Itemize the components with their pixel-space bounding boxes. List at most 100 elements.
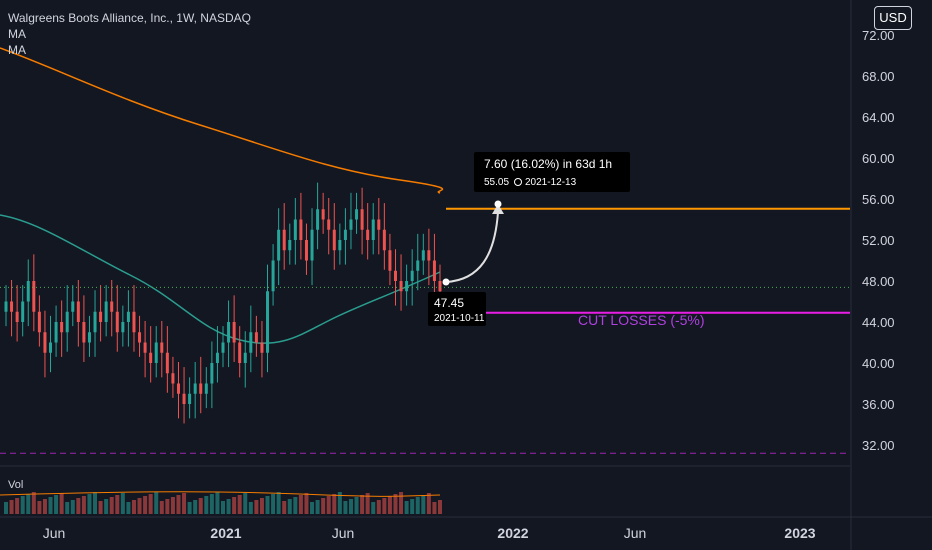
candle-body[interactable] — [338, 240, 342, 251]
candle-body[interactable] — [327, 219, 331, 230]
symbol-title[interactable]: Walgreens Boots Alliance, Inc., 1W, NASD… — [8, 11, 251, 25]
candle-body[interactable] — [87, 332, 91, 343]
volume-bar — [404, 501, 409, 514]
candle-body[interactable] — [4, 301, 8, 312]
candle-body[interactable] — [32, 281, 36, 312]
candle-body[interactable] — [266, 291, 270, 353]
ma-indicator-2[interactable]: MA — [8, 43, 26, 57]
ma-short-line[interactable] — [0, 214, 441, 344]
time-tick-label: Jun — [624, 525, 647, 541]
candle-body[interactable] — [37, 311, 41, 333]
candle-body[interactable] — [254, 332, 258, 343]
candle-body[interactable] — [410, 270, 414, 281]
volume-bar — [276, 492, 281, 514]
candle-body[interactable] — [349, 219, 353, 230]
candle-body[interactable] — [193, 383, 197, 394]
candle-body[interactable] — [82, 322, 86, 343]
candle-body[interactable] — [115, 311, 119, 333]
cut-losses-label[interactable]: CUT LOSSES (-5%) — [578, 312, 705, 328]
candle-body[interactable] — [182, 393, 186, 404]
candle-body[interactable] — [49, 342, 53, 353]
candle-body[interactable] — [188, 393, 192, 404]
candle-body[interactable] — [393, 270, 397, 281]
candle-body[interactable] — [238, 342, 242, 364]
candle-body[interactable] — [288, 240, 292, 251]
candle-body[interactable] — [154, 342, 158, 364]
candle-body[interactable] — [343, 229, 347, 240]
time-tick-label: Jun — [332, 525, 355, 541]
candle-body[interactable] — [416, 260, 420, 271]
candle-body[interactable] — [104, 301, 108, 323]
candle-body[interactable] — [99, 311, 103, 322]
candle-body[interactable] — [110, 301, 114, 312]
candle-body[interactable] — [21, 301, 25, 323]
ma-long-line[interactable] — [0, 47, 444, 194]
price-scale[interactable] — [851, 0, 932, 550]
candle-body[interactable] — [293, 219, 297, 241]
candle-body[interactable] — [360, 209, 364, 230]
candle-body[interactable] — [76, 301, 80, 323]
candle-body[interactable] — [215, 352, 219, 363]
candle-body[interactable] — [54, 322, 58, 343]
candle-body[interactable] — [210, 363, 214, 384]
candle-body[interactable] — [366, 229, 370, 240]
candle-body[interactable] — [221, 342, 225, 353]
candle-body[interactable] — [165, 352, 169, 374]
candle-body[interactable] — [304, 240, 308, 261]
candle-body[interactable] — [299, 219, 303, 241]
candle-body[interactable] — [421, 250, 425, 261]
projection-arrow[interactable] — [445, 211, 499, 283]
candle-body[interactable] — [43, 332, 47, 353]
candle-body[interactable] — [277, 229, 281, 261]
candle-body[interactable] — [171, 373, 175, 384]
volume-bar — [243, 493, 248, 514]
candle-body[interactable] — [132, 311, 136, 333]
candle-body[interactable] — [93, 311, 97, 333]
candle-body[interactable] — [71, 301, 75, 312]
candle-body[interactable] — [60, 322, 64, 333]
currency-button[interactable]: USD — [874, 6, 912, 30]
price-tick-label: 52.00 — [862, 233, 895, 248]
candle-body[interactable] — [316, 209, 320, 230]
candle-body[interactable] — [15, 311, 19, 322]
candle-body[interactable] — [310, 229, 314, 261]
candle-body[interactable] — [138, 332, 142, 343]
candle-body[interactable] — [427, 250, 431, 261]
volume-bar — [204, 496, 209, 514]
candle-body[interactable] — [10, 301, 14, 312]
ma-indicator-1[interactable]: MA — [8, 27, 26, 41]
volume-bar — [109, 497, 114, 514]
candle-body[interactable] — [282, 229, 286, 251]
candle-body[interactable] — [388, 250, 392, 271]
candle-body[interactable] — [271, 260, 275, 292]
candle-body[interactable] — [176, 383, 180, 394]
candle-body[interactable] — [160, 342, 164, 353]
candle-body[interactable] — [371, 219, 375, 241]
candle-body[interactable] — [432, 260, 436, 282]
candle-body[interactable] — [382, 229, 386, 251]
candle-body[interactable] — [204, 383, 208, 394]
candle-body[interactable] — [377, 219, 381, 230]
candle-body[interactable] — [143, 342, 147, 353]
candle-body[interactable] — [121, 322, 125, 333]
candle-body[interactable] — [260, 342, 264, 353]
candle-body[interactable] — [26, 281, 30, 302]
candle-body[interactable] — [243, 352, 247, 363]
volume-bar — [343, 501, 348, 514]
target-point-handle[interactable] — [494, 200, 502, 208]
candle-body[interactable] — [65, 311, 69, 333]
candle-body[interactable] — [126, 311, 130, 322]
candle-body[interactable] — [332, 229, 336, 251]
candle-body[interactable] — [249, 332, 253, 353]
candle-body[interactable] — [399, 281, 403, 292]
candle-body[interactable] — [149, 352, 153, 363]
candle-body[interactable] — [232, 322, 236, 343]
candle-body[interactable] — [227, 322, 231, 343]
candle-body[interactable] — [405, 281, 409, 292]
candle-body[interactable] — [438, 281, 442, 292]
candle-body[interactable] — [321, 209, 325, 220]
entry-point-handle[interactable] — [442, 278, 450, 286]
candle-body[interactable] — [199, 383, 203, 394]
candle-body[interactable] — [355, 209, 359, 220]
